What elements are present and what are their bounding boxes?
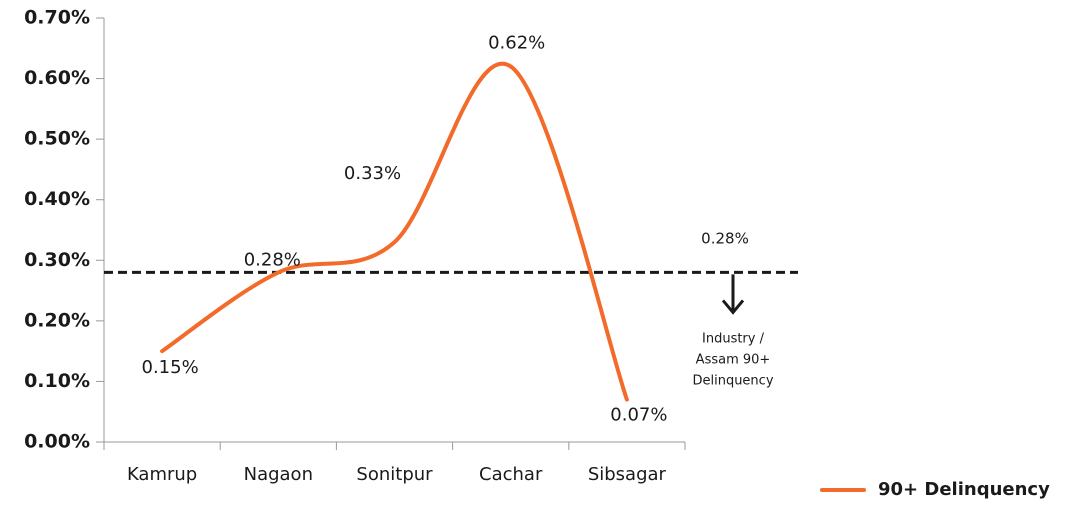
y-tick-label: 0.00% bbox=[24, 431, 90, 453]
data-label: 0.28% bbox=[244, 249, 301, 270]
arrow-head bbox=[721, 299, 745, 315]
x-tick-label: Cachar bbox=[479, 464, 543, 485]
y-tick-label: 0.60% bbox=[24, 67, 90, 89]
data-label: 0.15% bbox=[142, 357, 199, 378]
y-tick-label: 0.20% bbox=[24, 309, 90, 331]
data-label: 0.07% bbox=[610, 405, 667, 426]
y-tick-label: 0.30% bbox=[24, 249, 90, 271]
y-tick-label: 0.40% bbox=[24, 188, 90, 210]
data-label: 0.62% bbox=[488, 32, 545, 53]
x-tick-label: Kamrup bbox=[127, 464, 197, 485]
annotation: Industry / bbox=[702, 332, 765, 347]
annotation: Assam 90+ bbox=[696, 353, 771, 368]
x-tick-label: Sibsagar bbox=[588, 464, 667, 485]
annotation: Delinquency bbox=[692, 374, 773, 389]
y-tick-label: 0.50% bbox=[24, 128, 90, 150]
y-tick-label: 0.70% bbox=[24, 7, 90, 29]
series-line bbox=[160, 61, 629, 402]
x-tick-label: Nagaon bbox=[244, 464, 313, 485]
legend-label: 90+ Delinquency bbox=[878, 479, 1050, 500]
x-tick-label: Sonitpur bbox=[356, 464, 433, 485]
reference-label: 0.28% bbox=[701, 230, 749, 248]
data-label: 0.33% bbox=[344, 163, 401, 184]
y-tick-label: 0.10% bbox=[24, 370, 90, 392]
